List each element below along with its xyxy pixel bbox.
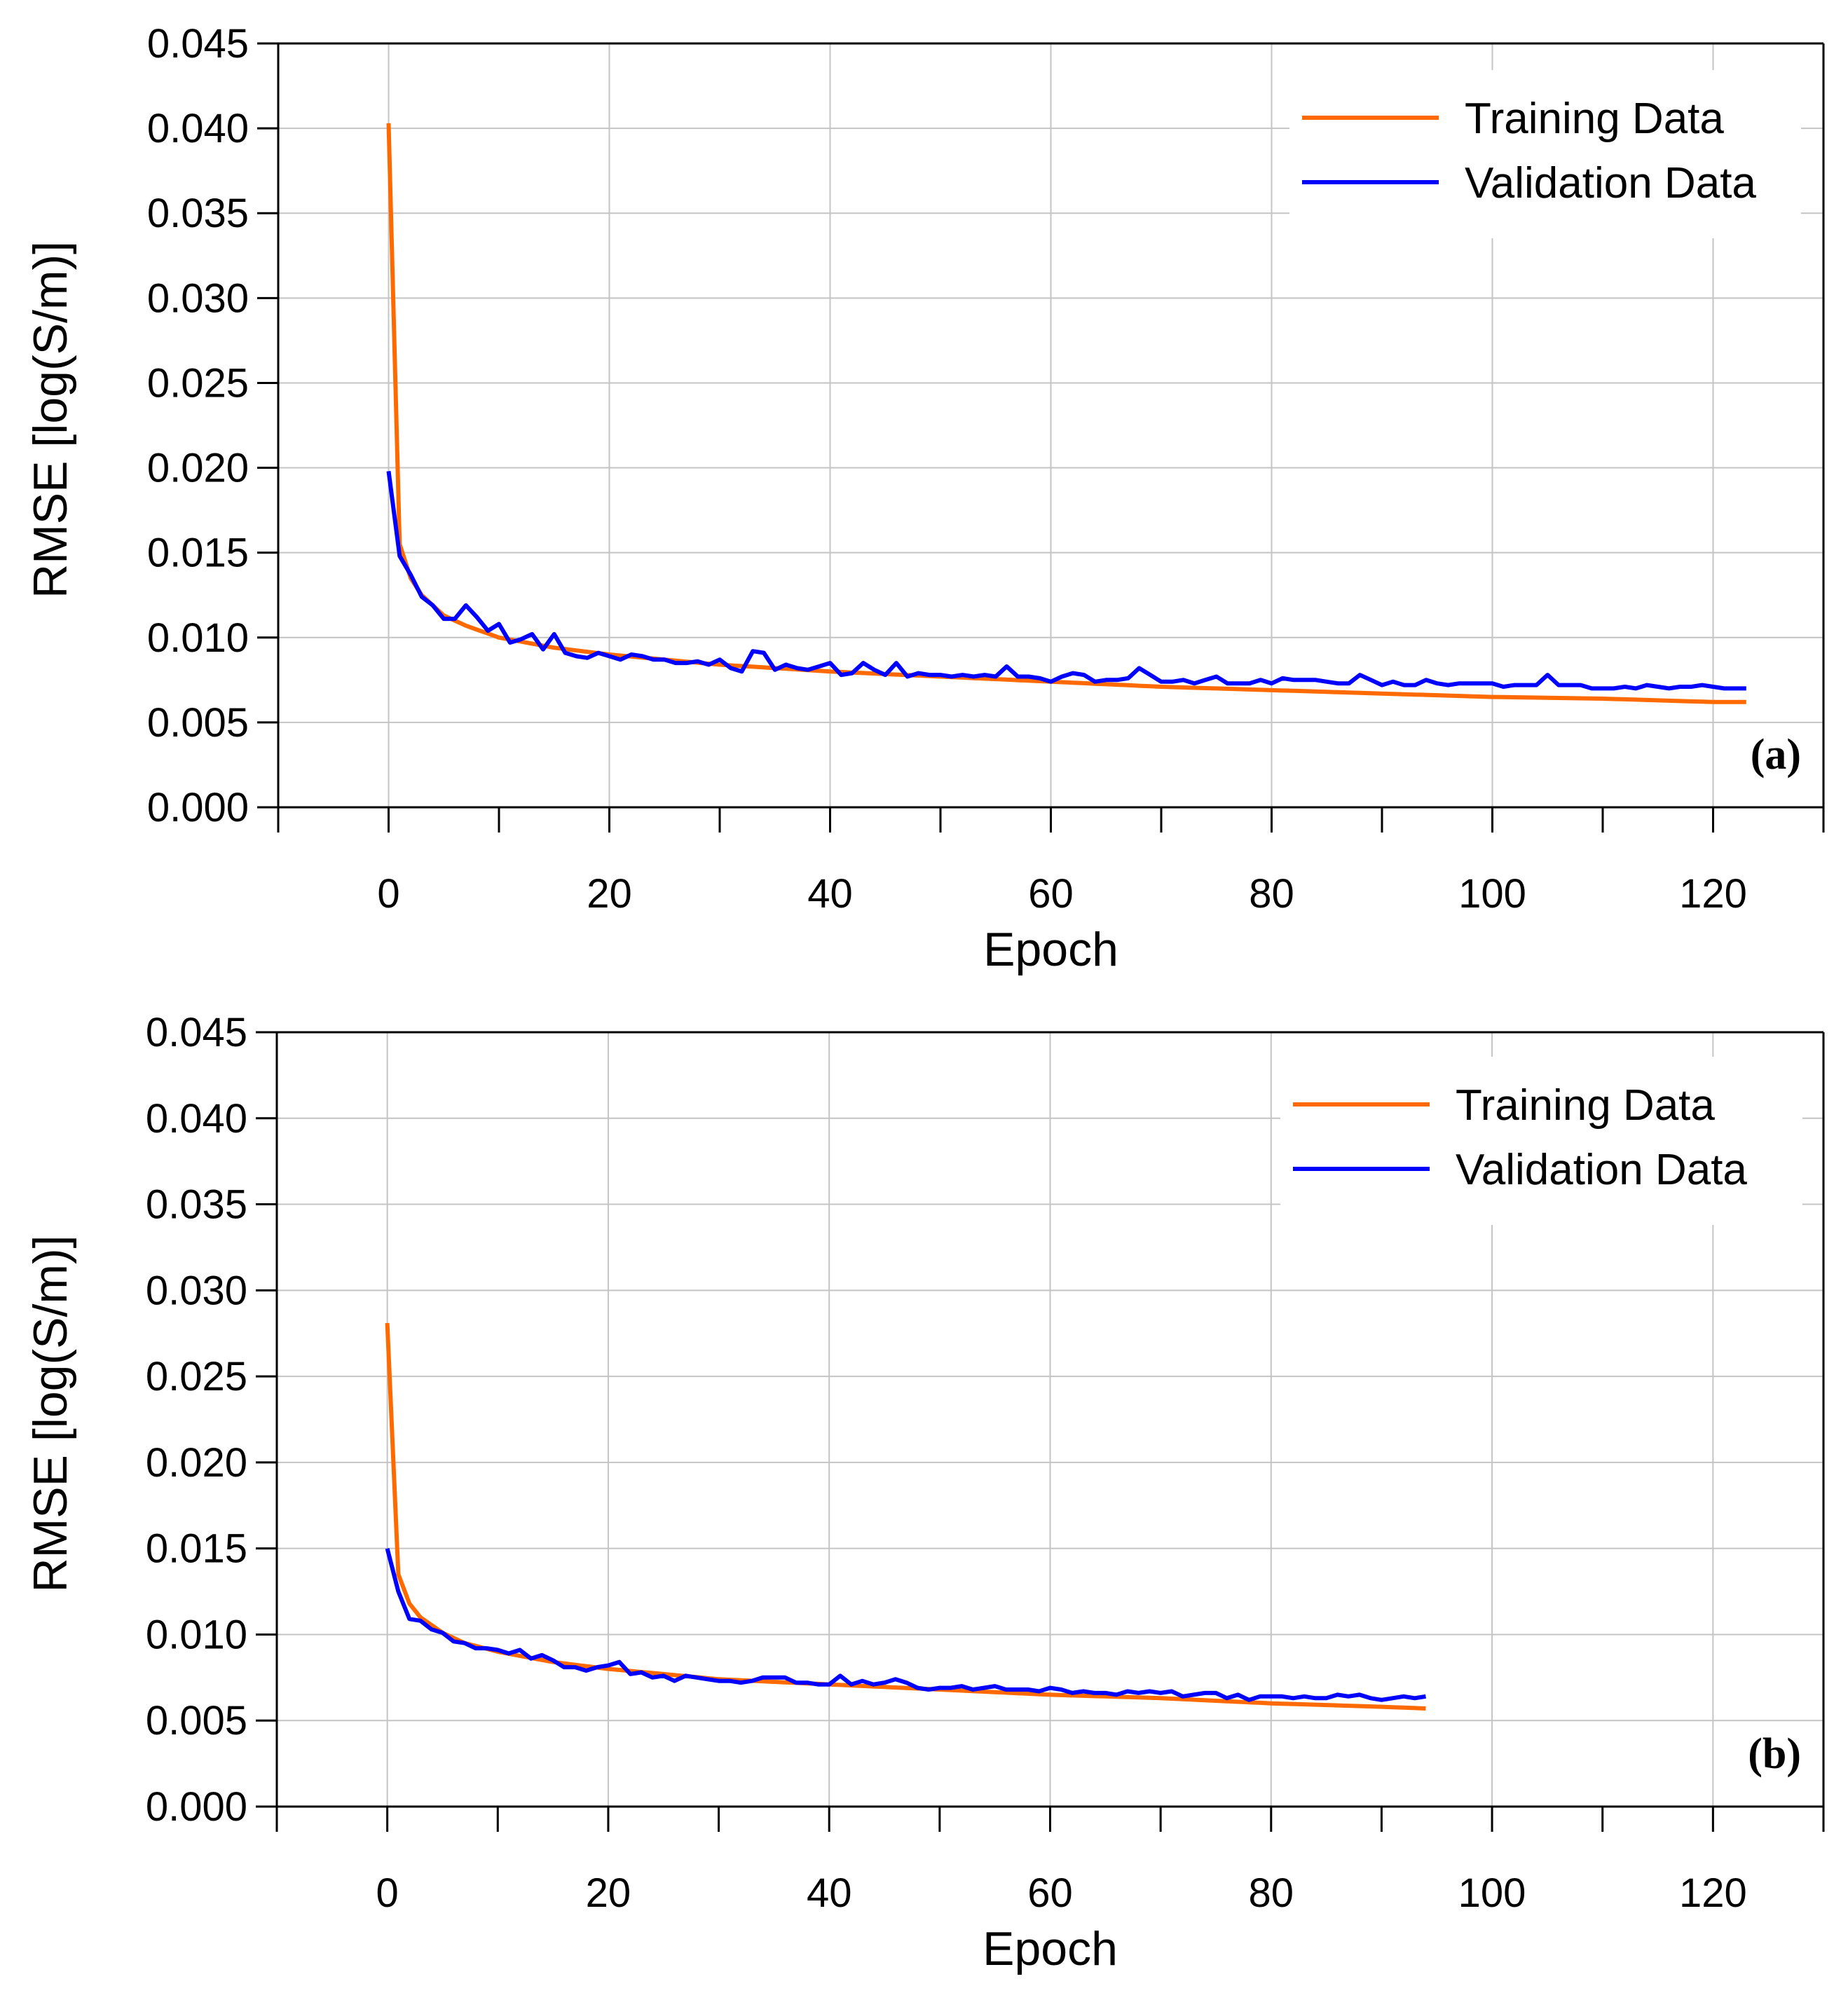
training-data-line bbox=[385, 1322, 1426, 1711]
x-tick-label: 80 bbox=[1249, 871, 1294, 917]
y-tick-label: 0.000 bbox=[147, 785, 249, 830]
x-tick-label: 80 bbox=[1249, 1870, 1294, 1916]
x-tick-label: 120 bbox=[1679, 871, 1747, 917]
x-tick-label: 20 bbox=[586, 1870, 631, 1916]
panel-label: (a) bbox=[1751, 731, 1801, 779]
training-data-line bbox=[386, 123, 1746, 704]
x-tick-label: 120 bbox=[1679, 1870, 1747, 1916]
y-tick-label: 0.020 bbox=[146, 1440, 247, 1486]
x-tick-label: 20 bbox=[587, 871, 632, 917]
legend: Training Data Validation Data bbox=[1280, 1057, 1802, 1225]
y-tick-label: 0.030 bbox=[146, 1268, 247, 1313]
y-tick-label: 0.015 bbox=[146, 1526, 247, 1572]
x-tick-label: 100 bbox=[1458, 871, 1526, 917]
legend-label: Validation Data bbox=[1465, 159, 1756, 207]
x-tick-label: 60 bbox=[1028, 871, 1074, 917]
y-tick-label: 0.040 bbox=[146, 1096, 247, 1142]
chart-panel-a: 0.000 0.005 0.010 0.015 0.020 0.025 0.030 0.035… bbox=[24, 21, 1825, 976]
legend-label: Training Data bbox=[1465, 95, 1724, 143]
y-tick-label: 0.015 bbox=[147, 530, 249, 576]
y-tick-label: 0.035 bbox=[146, 1182, 247, 1228]
x-tick-label: 0 bbox=[377, 871, 399, 917]
y-tick-label: 0.045 bbox=[146, 1010, 247, 1055]
y-tick-label: 0.010 bbox=[146, 1612, 247, 1657]
chart-panel-b: 0.000 0.005 0.010 0.015 0.020 0.025 0.030 0.035… bbox=[24, 1010, 1825, 1975]
y-tick-label: 0.005 bbox=[146, 1698, 247, 1744]
legend-label: Training Data bbox=[1456, 1081, 1715, 1130]
legend-label: Validation Data bbox=[1456, 1146, 1747, 1194]
y-tick-label: 0.025 bbox=[146, 1354, 247, 1399]
legend-box bbox=[1289, 70, 1801, 238]
x-axis-title: Epoch bbox=[983, 923, 1118, 976]
y-tick-label: 0.045 bbox=[147, 21, 249, 67]
validation-data-line bbox=[386, 471, 1746, 691]
x-tick-label: 100 bbox=[1458, 1870, 1526, 1916]
y-tick-label: 0.020 bbox=[147, 446, 249, 491]
y-tick-label: 0.005 bbox=[147, 700, 249, 746]
x-tick-label: 0 bbox=[376, 1870, 399, 1916]
legend: Training Data Validation Data bbox=[1289, 70, 1801, 238]
y-tick-label: 0.035 bbox=[147, 191, 249, 236]
y-axis-title: RMSE [log(S/m)] bbox=[24, 1235, 77, 1592]
y-tick-label: 0.000 bbox=[146, 1784, 247, 1830]
y-axis-title: RMSE [log(S/m)] bbox=[24, 241, 77, 598]
legend-box bbox=[1280, 1057, 1802, 1225]
x-tick-label: 60 bbox=[1027, 1870, 1073, 1916]
y-tick-label: 0.025 bbox=[147, 360, 249, 406]
y-tick-label: 0.010 bbox=[147, 615, 249, 661]
x-tick-label: 40 bbox=[807, 871, 853, 917]
y-tick-label: 0.030 bbox=[147, 275, 249, 321]
validation-data-line bbox=[385, 1547, 1426, 1702]
x-tick-label: 40 bbox=[807, 1870, 852, 1916]
y-tick-label: 0.040 bbox=[147, 106, 249, 151]
panel-label: (b) bbox=[1748, 1730, 1801, 1778]
x-axis-title: Epoch bbox=[983, 1922, 1118, 1975]
